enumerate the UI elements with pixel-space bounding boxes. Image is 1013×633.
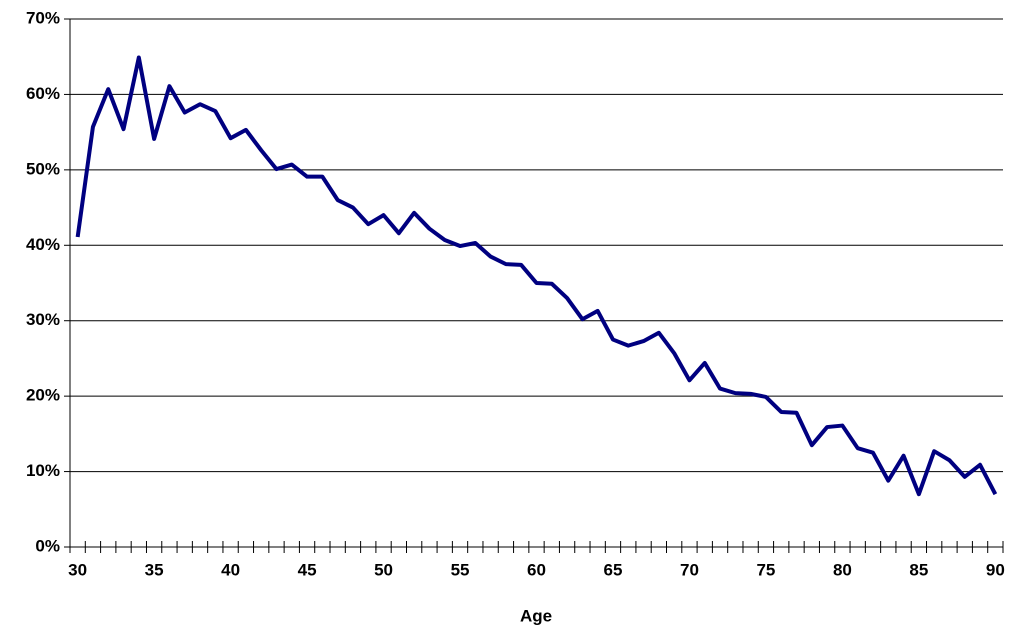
y-tick-label: 50% <box>26 159 60 178</box>
x-tick-label: 60 <box>527 560 546 579</box>
y-tick-label: 30% <box>26 310 60 329</box>
y-tick-label: 0% <box>35 536 60 555</box>
x-tick-label: 85 <box>909 560 928 579</box>
x-tick-label: 35 <box>145 560 164 579</box>
data-line <box>75 55 998 497</box>
x-tick-label: 50 <box>374 560 393 579</box>
x-tick-label: 80 <box>833 560 852 579</box>
y-tick-label: 20% <box>26 386 60 405</box>
x-tick-label: 65 <box>604 560 623 579</box>
x-tick-label: 90 <box>986 560 1005 579</box>
y-tick-label: 70% <box>26 8 60 27</box>
y-tick-label: 40% <box>26 235 60 254</box>
x-tick-label: 45 <box>298 560 317 579</box>
x-tick-label: 70 <box>680 560 699 579</box>
y-tick-label: 60% <box>26 84 60 103</box>
y-tick-label: 10% <box>26 461 60 480</box>
x-tick-label: 40 <box>221 560 240 579</box>
x-axis-title: Age <box>520 606 552 625</box>
x-tick-label: 55 <box>451 560 470 579</box>
x-tick-label: 75 <box>756 560 775 579</box>
x-tick-label: 30 <box>68 560 87 579</box>
